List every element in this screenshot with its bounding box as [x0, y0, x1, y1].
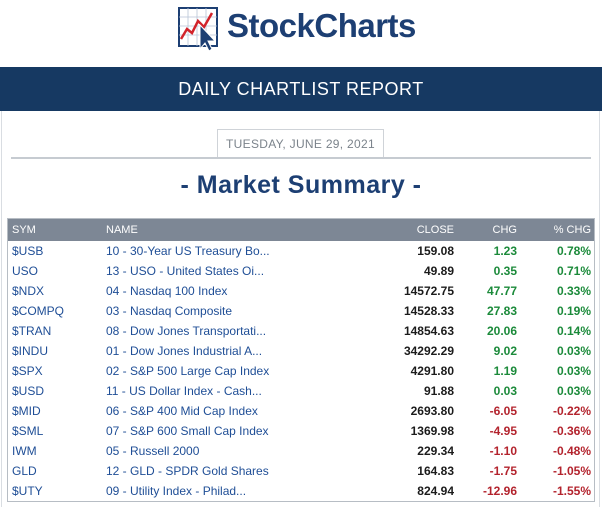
name-link[interactable]: 11 - US Dollar Index - Cash... — [106, 384, 262, 398]
symbol-link[interactable]: $SPX — [12, 364, 43, 378]
chart-cursor-logo-icon[interactable] — [178, 7, 222, 51]
close-value: 229.34 — [417, 444, 454, 458]
change-value: -6.05 — [489, 404, 517, 418]
name-link[interactable]: 12 - GLD - SPDR Gold Shares — [106, 464, 269, 478]
symbol-link[interactable]: $SML — [12, 424, 44, 438]
change-value: -1.10 — [489, 444, 517, 458]
market-summary-table: SYM NAME CLOSE CHG % CHG $USB 10 - 30-Yea… — [7, 218, 595, 502]
name-link[interactable]: 07 - S&P 600 Small Cap Index — [106, 424, 269, 438]
percent-change-value: 0.14% — [556, 324, 591, 338]
report-banner: DAILY CHARTLIST REPORT — [0, 67, 602, 111]
table-row: $USB 10 - 30-Year US Treasury Bo... 159.08… — [8, 241, 594, 261]
name-link[interactable]: 10 - 30-Year US Treasury Bo... — [106, 244, 270, 258]
banner-title: DAILY CHARTLIST REPORT — [178, 79, 424, 99]
table-row: $SPX 02 - S&P 500 Large Cap Index 4291.80 1… — [8, 361, 594, 381]
divider — [11, 157, 591, 159]
close-value: 34292.29 — [403, 344, 454, 358]
symbol-link[interactable]: GLD — [12, 464, 37, 478]
change-value: 9.02 — [493, 344, 517, 358]
percent-change-value: -0.22% — [552, 404, 591, 418]
symbol-link[interactable]: $COMPQ — [12, 304, 65, 318]
table-row: USO 13 - USO - United States Oi... 49.89 0.… — [8, 261, 594, 281]
table-row: $USD 11 - US Dollar Index - Cash... 91.88 0… — [8, 381, 594, 401]
close-value: 14572.75 — [403, 284, 454, 298]
change-value: -4.95 — [489, 424, 517, 438]
symbol-link[interactable]: $INDU — [12, 344, 49, 358]
change-value: 1.19 — [493, 364, 517, 378]
change-value: 27.83 — [486, 304, 517, 318]
close-value: 4291.80 — [410, 364, 454, 378]
table-row: $TRAN 08 - Dow Jones Transportati... 14854… — [8, 321, 594, 341]
close-value: 14854.63 — [403, 324, 454, 338]
symbol-link[interactable]: $NDX — [12, 284, 45, 298]
close-value: 824.94 — [417, 484, 454, 498]
close-value: 14528.33 — [403, 304, 454, 318]
col-header-chg[interactable]: CHG — [492, 224, 517, 236]
brand-logo-text[interactable]: StockCharts — [227, 7, 416, 44]
change-value: 1.23 — [493, 244, 517, 258]
close-value: 2693.80 — [410, 404, 454, 418]
percent-change-value: 0.03% — [556, 384, 591, 398]
symbol-link[interactable]: $USD — [12, 384, 45, 398]
table-row: IWM 05 - Russell 2000 229.34 -1.10 -0.48% — [8, 441, 594, 461]
percent-change-value: 0.33% — [556, 284, 591, 298]
close-value: 1369.98 — [410, 424, 454, 438]
table-row: $COMPQ 03 - Nasdaq Composite 14528.33 27.83… — [8, 301, 594, 321]
name-link[interactable]: 08 - Dow Jones Transportati... — [106, 324, 267, 338]
percent-change-value: 0.19% — [556, 304, 591, 318]
change-value: 0.03 — [493, 384, 517, 398]
percent-change-value: 0.03% — [556, 364, 591, 378]
col-header-pct-chg[interactable]: % CHG — [553, 224, 591, 236]
page-title: - Market Summary - — [180, 171, 422, 199]
close-value: 91.88 — [423, 384, 454, 398]
table-row: $UTY 09 - Utility Index - Philad... 824.94… — [8, 481, 594, 501]
report-date: TUESDAY, JUNE 29, 2021 — [217, 129, 384, 157]
percent-change-value: -1.05% — [552, 464, 591, 478]
change-value: 0.35 — [493, 264, 517, 278]
name-link[interactable]: 09 - Utility Index - Philad... — [106, 484, 247, 498]
close-value: 159.08 — [417, 244, 454, 258]
table-row: $NDX 04 - Nasdaq 100 Index 14572.75 47.77 0.… — [8, 281, 594, 301]
table-body: $USB 10 - 30-Year US Treasury Bo... 159.08… — [8, 241, 594, 501]
name-link[interactable]: 02 - S&P 500 Large Cap Index — [106, 364, 270, 378]
change-value: -1.75 — [489, 464, 517, 478]
close-value: 164.83 — [417, 464, 454, 478]
table-row: GLD 12 - GLD - SPDR Gold Shares 164.83 -1.7… — [8, 461, 594, 481]
percent-change-value: -0.48% — [552, 444, 591, 458]
change-value: -12.96 — [482, 484, 517, 498]
report-content — [1, 111, 600, 507]
name-link[interactable]: 04 - Nasdaq 100 Index — [106, 284, 228, 298]
name-link[interactable]: 01 - Dow Jones Industrial A... — [106, 344, 263, 358]
symbol-link[interactable]: USO — [12, 264, 39, 278]
percent-change-value: -0.36% — [552, 424, 591, 438]
table-row: $SML 07 - S&P 600 Small Cap Index 1369.98 -… — [8, 421, 594, 441]
symbol-link[interactable]: $USB — [12, 244, 44, 258]
symbol-link[interactable]: $TRAN — [12, 324, 52, 338]
name-link[interactable]: 13 - USO - United States Oi... — [106, 264, 265, 278]
table-header: SYM NAME CLOSE CHG % CHG — [8, 219, 594, 241]
col-header-close[interactable]: CLOSE — [416, 224, 454, 236]
col-header-name[interactable]: NAME — [106, 224, 138, 236]
symbol-link[interactable]: IWM — [12, 444, 37, 458]
name-link[interactable]: 03 - Nasdaq Composite — [106, 304, 233, 318]
name-link[interactable]: 06 - S&P 400 Mid Cap Index — [106, 404, 258, 418]
col-header-sym[interactable]: SYM — [12, 224, 36, 236]
symbol-link[interactable]: $UTY — [12, 484, 43, 498]
name-link[interactable]: 05 - Russell 2000 — [106, 444, 200, 458]
close-value: 49.89 — [423, 264, 454, 278]
symbol-link[interactable]: $MID — [12, 404, 41, 418]
percent-change-value: 0.78% — [556, 244, 591, 258]
change-value: 47.77 — [486, 284, 517, 298]
percent-change-value: 0.03% — [556, 344, 591, 358]
site-header: StockCharts — [0, 0, 602, 67]
percent-change-value: -1.55% — [552, 484, 591, 498]
table-row: $INDU 01 - Dow Jones Industrial A... 34292… — [8, 341, 594, 361]
table-row: $MID 06 - S&P 400 Mid Cap Index 2693.80 -6.… — [8, 401, 594, 421]
percent-change-value: 0.71% — [556, 264, 591, 278]
change-value: 20.06 — [486, 324, 517, 338]
